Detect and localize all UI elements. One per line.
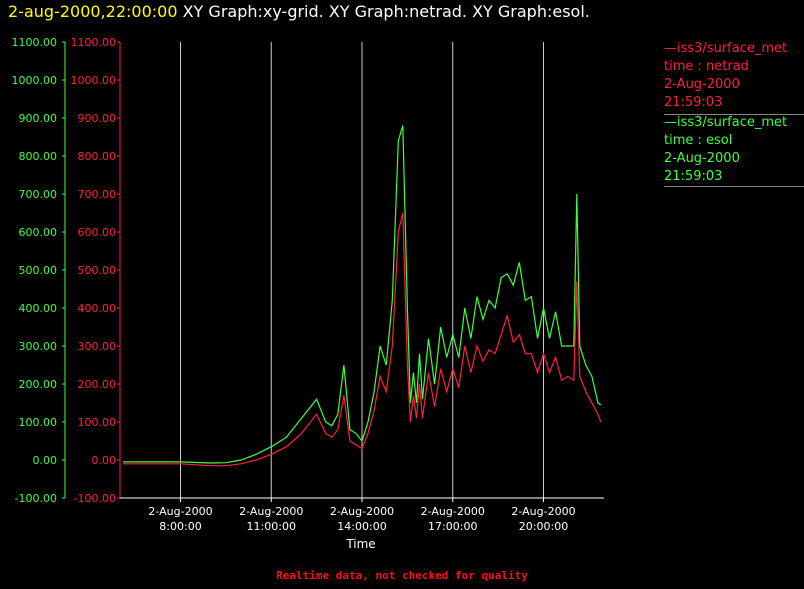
legend-divider-1 (664, 114, 804, 115)
y-tick-label-esol: -100.00 (15, 492, 57, 505)
y-tick-label-netrad: 1000.00 (71, 74, 117, 87)
x-tick-label-time: 11:00:00 (247, 520, 296, 533)
y-tick-label-esol: 400.00 (19, 302, 58, 315)
y-tick-label-netrad: 900.00 (78, 112, 117, 125)
y-tick-label-netrad: 0.00 (92, 454, 117, 467)
x-tick-label-time: 14:00:00 (337, 520, 386, 533)
y-tick-label-netrad: 700.00 (78, 188, 117, 201)
legend-esol: —iss3/surface_met time : esol 2-Aug-2000… (664, 114, 804, 186)
y-tick-label-esol: 800.00 (19, 150, 58, 163)
y-tick-label-esol: 500.00 (19, 264, 58, 277)
y-tick-label-netrad: -100.00 (74, 492, 116, 505)
y-tick-label-netrad: 1100.00 (71, 36, 117, 49)
y-tick-label-netrad: 100.00 (78, 416, 117, 429)
y-tick-label-netrad: 300.00 (78, 340, 117, 353)
x-tick-label-time: 8:00:00 (159, 520, 201, 533)
legend-netrad-label: time : netrad (664, 59, 749, 74)
y-tick-label-netrad: 200.00 (78, 378, 117, 391)
legend-esol-source: —iss3/surface_met (664, 115, 788, 130)
quality-notice: Realtime data, not checked for quality (276, 569, 528, 582)
y-tick-label-esol: 1000.00 (12, 74, 58, 87)
y-tick-label-esol: 1100.00 (12, 36, 58, 49)
y-tick-label-netrad: 600.00 (78, 226, 117, 239)
x-tick-label-time: 17:00:00 (428, 520, 477, 533)
y-tick-label-esol: 100.00 (19, 416, 58, 429)
x-tick-label-date: 2-Aug-2000 (511, 505, 575, 518)
title-timestamp: 2-aug-2000,22:00:00 (8, 2, 178, 21)
y-tick-label-netrad: 400.00 (78, 302, 117, 315)
legend-esol-label: time : esol (664, 133, 733, 148)
y-tick-label-esol: 900.00 (19, 112, 58, 125)
y-tick-label-esol: 700.00 (19, 188, 58, 201)
legend-netrad-date: 2-Aug-2000 (664, 77, 740, 92)
x-tick-label-date: 2-Aug-2000 (148, 505, 212, 518)
x-tick-label-date: 2-Aug-2000 (239, 505, 303, 518)
y-tick-label-esol: 200.00 (19, 378, 58, 391)
x-tick-label-date: 2-Aug-2000 (421, 505, 485, 518)
legend-netrad-source: —iss3/surface_met (664, 41, 788, 56)
legend-divider-2 (664, 186, 804, 187)
legend-esol-date: 2-Aug-2000 (664, 151, 740, 166)
x-tick-label-time: 20:00:00 (519, 520, 568, 533)
y-tick-label-netrad: 800.00 (78, 150, 117, 163)
graph-title: 2-aug-2000,22:00:00 XY Graph:xy-grid. XY… (8, 2, 590, 21)
legend-esol-time: 21:59:03 (664, 169, 723, 184)
y-tick-label-netrad: 500.00 (78, 264, 117, 277)
series-line-netrad (123, 212, 602, 467)
title-graph-names: XY Graph:xy-grid. XY Graph:netrad. XY Gr… (182, 2, 590, 21)
legend-netrad-time: 21:59:03 (664, 95, 723, 110)
x-axis-label: Time (345, 537, 375, 551)
y-tick-label-esol: 0.00 (33, 454, 58, 467)
x-tick-label-date: 2-Aug-2000 (330, 505, 394, 518)
y-tick-label-esol: 300.00 (19, 340, 58, 353)
series-line-esol (123, 125, 602, 464)
legend-netrad: —iss3/surface_met time : netrad 2-Aug-20… (664, 40, 804, 112)
y-tick-label-esol: 600.00 (19, 226, 58, 239)
